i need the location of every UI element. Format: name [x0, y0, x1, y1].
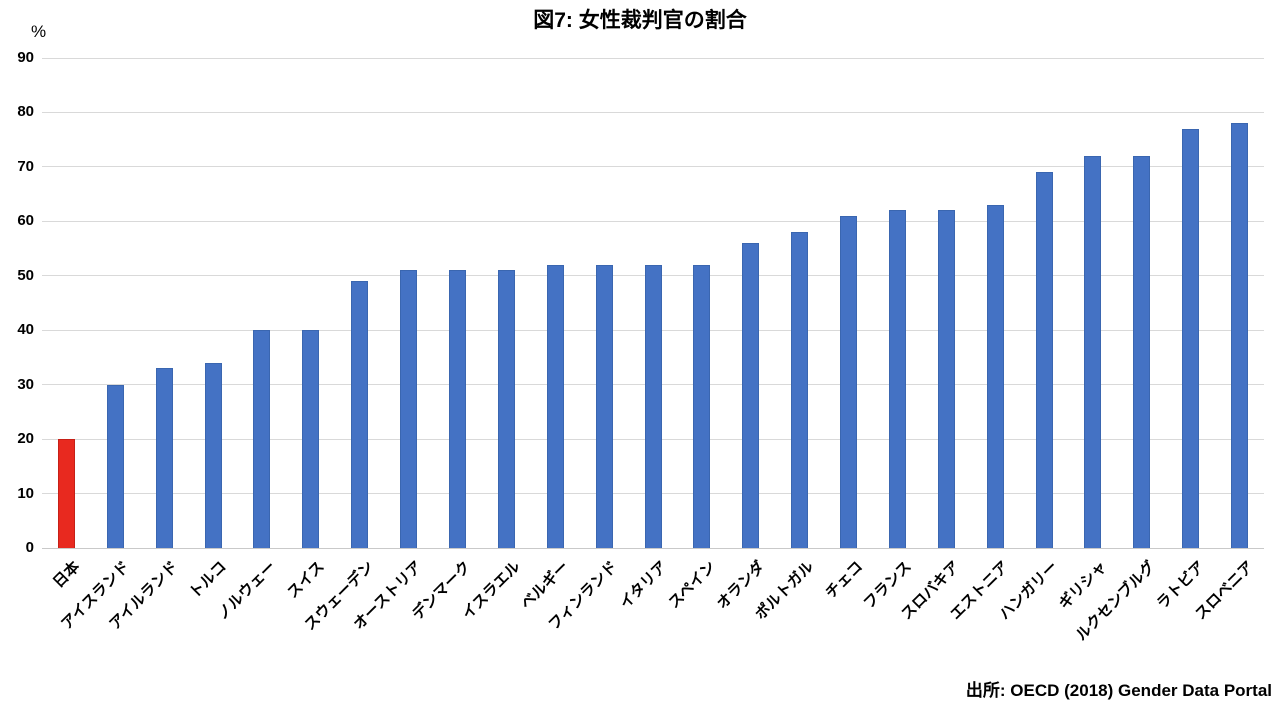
bar [888, 210, 906, 548]
bar [840, 215, 858, 548]
y-tick-label: 90 [17, 49, 34, 66]
gridline [42, 166, 1264, 168]
bar [302, 330, 320, 548]
chart-title: 図7: 女性裁判官の割合 [533, 9, 747, 32]
x-tick-label: 日本 [50, 558, 84, 592]
bar [1231, 123, 1249, 548]
bar [1133, 156, 1151, 548]
y-tick-label: 60 [17, 212, 34, 230]
x-tick-label: スペイン [665, 558, 720, 612]
bar [400, 270, 418, 548]
y-tick-label: 0 [25, 539, 34, 556]
bar [986, 205, 1004, 548]
bar [106, 384, 124, 548]
gridline [42, 57, 1264, 59]
bar [204, 362, 222, 548]
bar [1084, 156, 1102, 548]
bar [644, 264, 662, 548]
bar [57, 439, 75, 548]
gridline [42, 220, 1264, 222]
bar [1182, 128, 1200, 548]
y-tick-label: 40 [17, 321, 34, 339]
bar [595, 264, 613, 548]
source-note: 出所: OECD (2018) Gender Data Portal [965, 681, 1272, 700]
bar [693, 264, 711, 548]
bar [155, 368, 173, 548]
bar [497, 270, 515, 548]
y-tick-label: 30 [17, 375, 34, 393]
bar [742, 243, 760, 548]
y-axis-unit-label: % [31, 22, 47, 41]
bar [937, 210, 955, 548]
y-tick-label: 70 [17, 157, 34, 175]
y-tick-label: 50 [17, 266, 34, 284]
y-tick-label: 20 [17, 430, 34, 448]
y-tick-label: 10 [17, 484, 34, 502]
gridline [42, 111, 1264, 113]
bar [1035, 172, 1053, 548]
x-tick-label: イタリア [616, 558, 671, 613]
y-tick-label: 80 [17, 103, 34, 121]
bar [253, 330, 271, 548]
bar [448, 270, 466, 548]
bar [791, 232, 809, 548]
bar [546, 264, 564, 548]
bar [351, 281, 369, 548]
x-axis-baseline [42, 547, 1264, 549]
